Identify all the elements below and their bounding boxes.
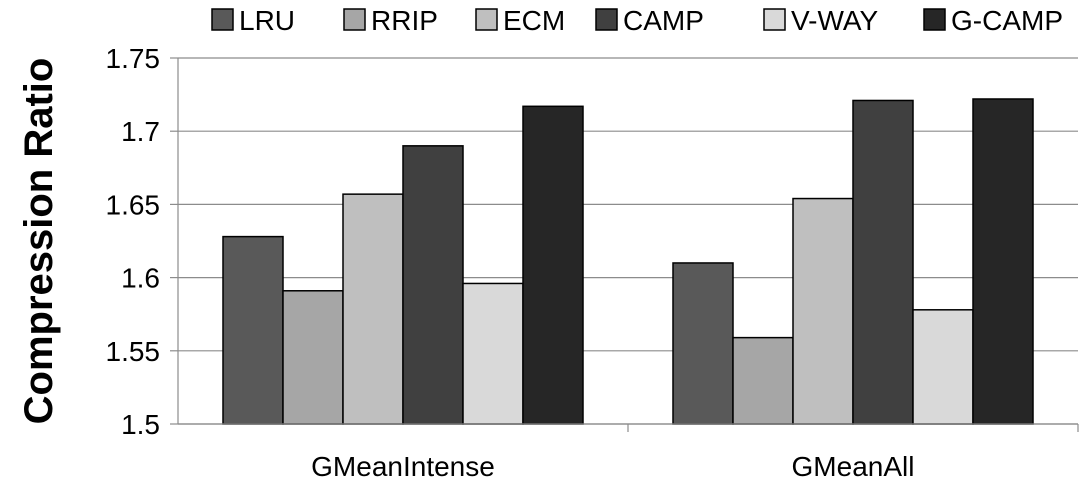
- y-tick-label: 1.7: [121, 116, 160, 147]
- legend-label: ECM: [503, 5, 565, 36]
- bar-lru-0: [222, 235, 284, 425]
- legend-label: CAMP: [623, 5, 704, 36]
- legend-label: G-CAMP: [951, 5, 1063, 36]
- bar-lru-1: [672, 262, 734, 425]
- bar-rrip-1: [732, 336, 794, 425]
- bar-camp-0: [402, 145, 464, 425]
- y-tick-label: 1.55: [106, 336, 161, 367]
- legend-swatch-v-way: [763, 8, 786, 31]
- bar-camp-1: [852, 99, 914, 425]
- bar-ecm-1: [792, 197, 854, 425]
- bar-v-way-1: [912, 309, 974, 425]
- legend-label: LRU: [239, 5, 295, 36]
- bar-g-camp-1: [972, 98, 1034, 425]
- bar-ecm-0: [342, 193, 404, 425]
- legend-swatch-ecm: [475, 8, 498, 31]
- legend: LRU RRIP ECM CAMP V-WAY G-CAMP: [211, 5, 1063, 36]
- legend-swatch-lru: [211, 8, 234, 31]
- legend-swatch-rrip: [343, 8, 366, 31]
- legend-swatch-camp: [595, 8, 618, 31]
- bars: [222, 98, 1034, 425]
- bar-v-way-0: [462, 282, 524, 425]
- x-category-labels: GMeanIntense GMeanAll: [311, 451, 914, 482]
- y-tick-label: 1.5: [121, 409, 160, 440]
- legend-swatch-g-camp: [923, 8, 946, 31]
- bar-rrip-0: [282, 290, 344, 425]
- y-tick-label: 1.65: [106, 189, 161, 220]
- legend-label: RRIP: [371, 5, 438, 36]
- legend-label: V-WAY: [791, 5, 878, 36]
- x-category-label: GMeanIntense: [311, 451, 495, 482]
- axes: [177, 58, 1079, 432]
- x-category-label: GMeanAll: [792, 451, 915, 482]
- y-tick-labels: 1.5 1.55 1.6 1.65 1.7 1.75: [106, 43, 161, 440]
- y-tick-label: 1.75: [106, 43, 161, 74]
- bar-g-camp-0: [522, 105, 584, 425]
- y-axis-label: Compression Ratio: [17, 58, 61, 425]
- y-tick-label: 1.6: [121, 263, 160, 294]
